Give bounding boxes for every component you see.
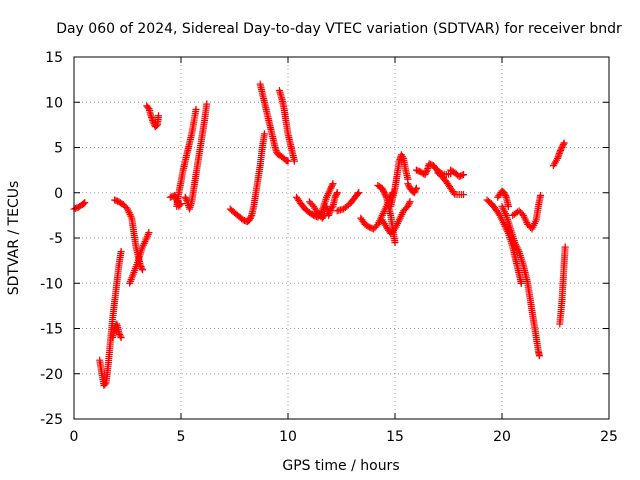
data-point xyxy=(177,200,185,208)
y-tick-label: 15 xyxy=(45,50,63,66)
data-point xyxy=(116,332,124,340)
data-point xyxy=(517,279,525,287)
y-tick-label: -15 xyxy=(40,322,63,338)
data-point xyxy=(422,169,430,177)
y-tick-label: 0 xyxy=(54,186,63,202)
data-point xyxy=(378,184,386,192)
y-axis-label: SDTVAR / TECUs xyxy=(6,181,22,296)
data-point xyxy=(535,352,543,360)
data-point xyxy=(149,118,157,126)
data-point xyxy=(246,214,254,222)
x-tick-label: 5 xyxy=(177,429,186,445)
data-point xyxy=(182,195,190,203)
data-point xyxy=(117,334,125,342)
data-point xyxy=(405,181,413,189)
tick-layer: 0 5 10 15 20 25 -25 -20 -15 -10 -5 0 5 10 15 xyxy=(40,50,618,445)
data-point xyxy=(412,186,420,194)
data-point xyxy=(333,190,341,198)
data-point xyxy=(381,190,389,198)
data-point xyxy=(458,171,466,179)
data-point xyxy=(138,266,146,274)
data-point xyxy=(537,191,545,199)
data-point xyxy=(332,192,340,200)
data-point xyxy=(328,181,336,189)
data-layer xyxy=(70,80,569,390)
y-tick-label: -25 xyxy=(40,412,63,428)
x-tick-label: 25 xyxy=(600,429,618,445)
data-point xyxy=(115,329,123,337)
data-point xyxy=(117,248,125,256)
data-point xyxy=(328,183,336,191)
x-tick-label: 20 xyxy=(493,429,511,445)
data-point xyxy=(450,189,458,197)
data-point xyxy=(81,199,89,207)
data-point xyxy=(405,199,413,207)
x-axis-label: GPS time / hours xyxy=(282,458,399,474)
data-point xyxy=(284,157,292,165)
chart-title: Day 060 of 2024, Sidereal Day-to-day VTE… xyxy=(56,21,622,37)
data-point xyxy=(192,105,200,113)
data-point xyxy=(171,191,179,199)
data-point xyxy=(422,168,430,176)
data-point xyxy=(410,189,418,197)
data-point xyxy=(561,243,569,251)
y-tick-label: -20 xyxy=(40,367,63,383)
data-point xyxy=(327,184,335,192)
data-point xyxy=(459,171,467,179)
data-point xyxy=(333,189,341,197)
data-point xyxy=(421,171,429,179)
data-point xyxy=(405,201,413,209)
data-point xyxy=(247,213,255,221)
data-point xyxy=(144,103,152,111)
y-tick-label: -5 xyxy=(49,231,63,247)
y-tick-label: 5 xyxy=(54,141,63,157)
data-point xyxy=(556,148,564,156)
data-point xyxy=(145,229,153,237)
x-tick-label: 10 xyxy=(279,429,297,445)
y-tick-label: 10 xyxy=(45,95,63,111)
x-tick-label: 15 xyxy=(386,429,404,445)
data-point xyxy=(155,112,163,120)
data-point xyxy=(504,202,512,210)
data-point xyxy=(559,140,567,148)
data-point xyxy=(380,187,388,195)
data-point xyxy=(116,331,124,339)
data-point xyxy=(101,380,109,388)
data-point xyxy=(245,216,253,224)
data-point xyxy=(404,180,412,188)
data-point xyxy=(380,189,388,197)
x-tick-label: 0 xyxy=(70,429,79,445)
data-point xyxy=(355,189,363,197)
data-point xyxy=(500,189,508,197)
data-point xyxy=(411,187,419,195)
data-point xyxy=(459,191,467,199)
data-point xyxy=(319,213,327,221)
data-point xyxy=(203,100,211,108)
data-point xyxy=(328,204,336,212)
data-point xyxy=(556,147,564,155)
data-point xyxy=(558,144,566,151)
grid-layer xyxy=(74,57,609,419)
data-point xyxy=(290,157,298,165)
data-point xyxy=(138,264,146,272)
data-point xyxy=(181,193,189,201)
data-point xyxy=(406,198,414,206)
data-point xyxy=(329,180,337,188)
data-point xyxy=(379,186,387,194)
data-point xyxy=(331,193,339,201)
data-point xyxy=(354,190,362,198)
data-point xyxy=(501,190,509,198)
data-point xyxy=(560,139,568,147)
data-point xyxy=(502,192,510,200)
data-point xyxy=(557,145,565,153)
data-point xyxy=(559,142,567,150)
data-point xyxy=(412,184,420,192)
data-point xyxy=(391,239,399,247)
data-point xyxy=(404,202,412,210)
data-point xyxy=(382,192,390,200)
data-point xyxy=(80,200,88,208)
data-point xyxy=(260,130,268,138)
y-tick-label: -10 xyxy=(40,276,63,292)
